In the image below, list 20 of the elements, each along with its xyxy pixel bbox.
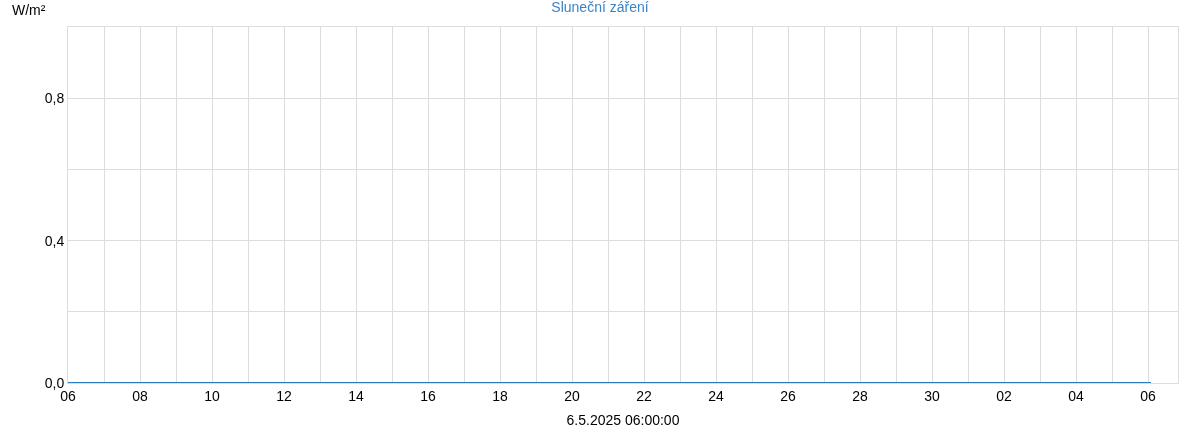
chart-title: Sluneční záření [551,0,649,15]
x-tick-label: 08 [132,387,148,404]
x-tick-label: 16 [420,387,436,404]
x-tick-label: 02 [996,387,1012,404]
x-tick-label: 20 [564,387,580,404]
x-tick-label: 12 [276,387,292,404]
y-tick-label: 0,4 [44,232,65,249]
x-tick-label: 10 [204,387,220,404]
x-axis-title: 6.5.2025 06:00:00 [566,412,680,429]
x-tick-label: 14 [348,387,364,404]
y-axis-title: W/m² [12,2,46,18]
x-tick-label: 28 [852,387,868,404]
x-tick-label: 26 [780,387,796,404]
y-tick-label: 0,8 [44,90,65,107]
x-tick-label: 22 [636,387,652,404]
x-tick-label: 24 [708,387,724,404]
x-tick-label: 04 [1068,387,1084,404]
x-tick-label: 06 [1140,387,1156,404]
x-tick-label: 18 [492,387,508,404]
x-tick-label: 30 [924,387,940,404]
